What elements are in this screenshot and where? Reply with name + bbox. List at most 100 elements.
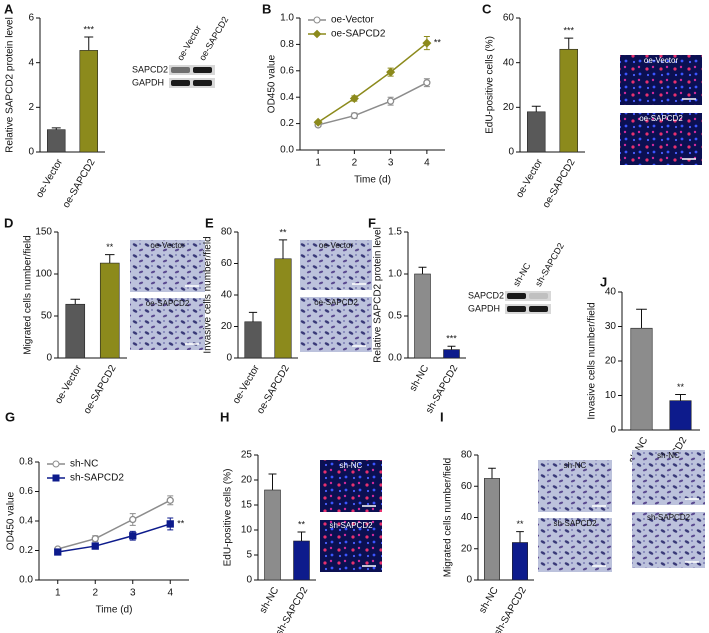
micrograph <box>620 113 702 165</box>
micrograph <box>130 240 205 292</box>
micrograph <box>300 297 372 352</box>
y-axis-label: Relative SAPCD2 protein level <box>373 227 384 363</box>
bar <box>414 273 431 359</box>
y-tick-label: 0.0 <box>388 353 402 364</box>
legend-label: sh-SAPCD2 <box>70 473 124 484</box>
blot-strip <box>505 291 551 301</box>
blot-row-label: GAPDH <box>132 77 164 87</box>
y-axis-label: Migrated cells number/field <box>23 235 34 355</box>
point <box>386 67 396 77</box>
legend-marker <box>312 29 322 39</box>
significance: ** <box>677 382 685 392</box>
y-tick-label: 40 <box>605 287 617 298</box>
micrograph-label: oe-Vector <box>319 241 354 250</box>
y-tick-label: 0 <box>46 353 52 364</box>
significance: ** <box>106 242 114 252</box>
bar <box>244 321 262 359</box>
micrograph <box>300 240 372 290</box>
bar <box>630 327 653 431</box>
y-tick-label: 0 <box>226 353 232 364</box>
blot-band <box>507 293 526 299</box>
micrograph <box>538 518 612 572</box>
point <box>91 542 99 550</box>
micrograph-label: oe-Vector <box>644 56 679 65</box>
y-tick-label: 30 <box>605 321 617 332</box>
y-tick-label: 1.0 <box>280 13 294 24</box>
error-bar <box>636 308 647 329</box>
legend-label: sh-NC <box>70 459 98 470</box>
significance: *** <box>83 24 94 34</box>
bar <box>511 542 528 581</box>
x-tick-label: 3 <box>130 588 136 599</box>
x-tick-label: 1 <box>55 588 61 599</box>
y-axis-label: Migrated cells number/field <box>443 458 454 578</box>
point <box>166 496 174 504</box>
y-axis-label: Invasive cells number/field <box>587 302 598 419</box>
blot-row-label: SAPCD2 <box>468 290 504 300</box>
panel-letter: H <box>220 409 229 424</box>
bar <box>65 303 86 359</box>
bar <box>274 258 292 359</box>
error-bar <box>248 311 258 322</box>
panel-letter: D <box>4 215 13 230</box>
significance: ** <box>298 519 306 529</box>
error-bar <box>516 531 524 543</box>
micrograph-label: oe-SAPCD2 <box>314 298 358 307</box>
micrograph-label: sh-SAPCD2 <box>647 513 691 522</box>
error-bar <box>418 266 427 274</box>
micrograph <box>130 298 205 350</box>
y-tick-label: 2 <box>28 102 34 113</box>
micrograph <box>320 460 382 512</box>
error-bar <box>488 467 496 479</box>
y-axis-label: OD450 value <box>6 491 17 550</box>
blot-strip <box>169 65 215 75</box>
significance: ** <box>516 519 524 529</box>
blot-band <box>171 80 190 86</box>
micrograph-label: oe-Vector <box>150 241 185 250</box>
legend-label: oe-SAPCD2 <box>331 29 386 40</box>
bar <box>99 262 120 359</box>
significance: ** <box>177 518 185 528</box>
y-tick-label: 100 <box>35 269 52 280</box>
y-tick-label: 5 <box>246 550 252 561</box>
y-tick-label: 150 <box>35 227 52 238</box>
y-tick-label: 0.0 <box>280 145 294 156</box>
point <box>423 79 431 87</box>
y-axis-label: EdU-positive cells (%) <box>223 469 234 567</box>
x-tick-label: 1 <box>315 158 321 169</box>
bar <box>669 400 692 431</box>
y-tick-label: 1.5 <box>388 227 402 238</box>
y-tick-label: 0.8 <box>280 39 294 50</box>
bar <box>47 129 66 153</box>
error-bar <box>84 36 94 51</box>
x-tick-label: 2 <box>352 158 358 169</box>
y-tick-label: 6 <box>28 13 34 24</box>
panel-letter: F <box>368 215 376 230</box>
y-tick-label: 60 <box>461 481 473 492</box>
y-tick-label: 20 <box>605 356 617 367</box>
y-tick-label: 4 <box>28 57 34 68</box>
y-tick-label: 10 <box>605 390 617 401</box>
x-tick-label: 4 <box>424 158 430 169</box>
point <box>349 94 359 104</box>
y-tick-label: 80 <box>221 227 233 238</box>
bar <box>483 478 500 581</box>
y-tick-label: 0.5 <box>388 311 402 322</box>
y-tick-label: 25 <box>241 450 253 461</box>
blot-row-label: SAPCD2 <box>132 64 168 74</box>
error-bar <box>675 393 686 401</box>
legend-marker <box>52 460 60 468</box>
legend-marker <box>52 474 60 482</box>
micrograph <box>620 55 702 105</box>
y-tick-label: 0 <box>466 575 472 586</box>
y-tick-label: 0.0 <box>19 575 33 586</box>
y-tick-label: 20 <box>503 102 515 113</box>
panel-letter: A <box>4 1 14 16</box>
y-tick-label: 20 <box>461 543 473 554</box>
y-tick-label: 40 <box>221 290 233 301</box>
y-tick-label: 0 <box>28 147 34 158</box>
micrograph-label: sh-NC <box>340 461 363 470</box>
y-tick-label: 20 <box>241 475 253 486</box>
micrograph <box>538 460 612 512</box>
